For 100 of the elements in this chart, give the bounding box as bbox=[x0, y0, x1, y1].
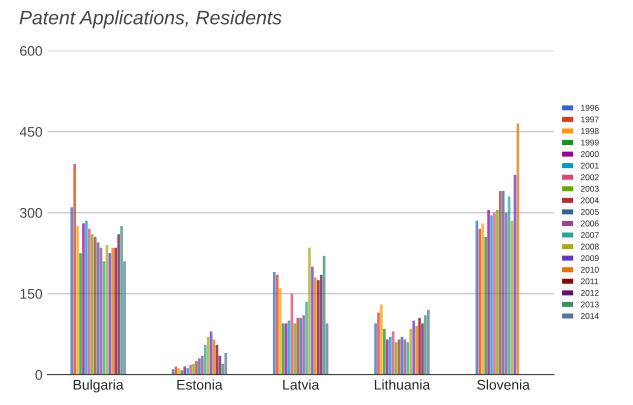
bar bbox=[82, 223, 85, 375]
bar bbox=[276, 274, 279, 375]
x-tick-label: Slovenia bbox=[477, 379, 530, 390]
bar bbox=[502, 191, 505, 375]
bar bbox=[76, 226, 79, 375]
bar bbox=[204, 344, 207, 375]
bar bbox=[484, 236, 487, 375]
bar bbox=[114, 248, 118, 375]
bar bbox=[510, 220, 514, 375]
bar bbox=[508, 196, 510, 375]
legend-label: 2000 bbox=[580, 151, 599, 158]
bar bbox=[90, 234, 94, 375]
legend-label: 2014 bbox=[580, 313, 599, 319]
y-tick-label: 300 bbox=[20, 208, 42, 218]
bar bbox=[487, 210, 490, 375]
bar bbox=[88, 228, 91, 375]
bar bbox=[409, 328, 412, 375]
bar bbox=[400, 336, 404, 375]
bar bbox=[282, 323, 284, 375]
bar bbox=[201, 356, 204, 375]
bar bbox=[478, 228, 482, 375]
bar bbox=[415, 326, 418, 375]
legend-label: 1999 bbox=[581, 140, 599, 146]
bar bbox=[424, 315, 427, 375]
bar bbox=[195, 361, 198, 375]
legend-label: 2011 bbox=[580, 278, 598, 284]
bar bbox=[308, 248, 311, 375]
bar bbox=[496, 210, 499, 375]
bar bbox=[316, 280, 320, 375]
legend-label: 2010 bbox=[580, 266, 599, 273]
bar bbox=[120, 226, 123, 375]
bar bbox=[192, 364, 195, 375]
bar bbox=[111, 248, 114, 375]
bar bbox=[305, 302, 308, 375]
legend-label: 2012 bbox=[580, 290, 599, 296]
bar bbox=[296, 318, 300, 375]
x-tick-label: Lithuania bbox=[374, 379, 430, 390]
bar bbox=[326, 323, 328, 375]
bar bbox=[302, 315, 305, 375]
y-tick-label: 150 bbox=[20, 288, 42, 299]
bar bbox=[210, 331, 212, 375]
bar bbox=[374, 323, 377, 375]
bar bbox=[290, 294, 294, 375]
x-tick-label: Estonia bbox=[177, 379, 223, 390]
bar bbox=[377, 312, 380, 375]
bar bbox=[70, 207, 74, 375]
bar bbox=[206, 336, 210, 375]
bar bbox=[85, 220, 88, 375]
x-tick-label: Latvia bbox=[283, 379, 320, 390]
bar bbox=[284, 323, 288, 375]
bar bbox=[481, 223, 484, 375]
bar bbox=[418, 318, 421, 375]
bar bbox=[380, 304, 383, 375]
bar bbox=[320, 274, 323, 375]
bar bbox=[108, 253, 112, 375]
bar bbox=[117, 234, 120, 375]
bar bbox=[218, 356, 222, 375]
legend-label: 1997 bbox=[581, 116, 599, 122]
bar bbox=[421, 323, 424, 375]
y-tick-label: 0 bbox=[35, 370, 42, 380]
legend-label: 2009 bbox=[580, 255, 599, 262]
bar bbox=[174, 366, 178, 375]
bar bbox=[311, 266, 314, 375]
legend-label: 2003 bbox=[580, 186, 599, 192]
y-tick-label: 600 bbox=[20, 46, 42, 56]
bar bbox=[383, 328, 386, 375]
bar bbox=[79, 253, 82, 375]
bar bbox=[299, 318, 302, 375]
bar bbox=[322, 256, 326, 375]
bar bbox=[272, 272, 276, 375]
legend-label: 2002 bbox=[580, 174, 599, 180]
legend-label: 2013 bbox=[580, 301, 599, 308]
bar bbox=[94, 236, 97, 375]
bar bbox=[427, 310, 430, 375]
bar bbox=[288, 320, 290, 375]
bar bbox=[73, 164, 76, 375]
bar bbox=[398, 340, 400, 375]
bar bbox=[498, 191, 502, 375]
bar bbox=[476, 220, 478, 375]
bar bbox=[514, 174, 516, 375]
bar bbox=[392, 331, 394, 375]
bar bbox=[404, 340, 406, 375]
legend-label: 2006 bbox=[580, 220, 599, 226]
bar bbox=[172, 369, 174, 375]
legend-label: 1998 bbox=[581, 128, 599, 134]
y-tick-label: 450 bbox=[20, 126, 42, 137]
chart-title: Patent Applications, Residents bbox=[20, 10, 282, 28]
bar bbox=[394, 342, 398, 375]
bar bbox=[412, 320, 415, 375]
bar bbox=[386, 340, 389, 375]
legend-label: 2008 bbox=[580, 244, 599, 250]
bar bbox=[490, 215, 493, 375]
legend-label: 2007 bbox=[580, 232, 599, 238]
x-tick-label: Bulgaria bbox=[74, 379, 124, 392]
bar bbox=[504, 212, 508, 375]
bar bbox=[293, 323, 296, 375]
bar bbox=[493, 212, 496, 375]
bar bbox=[516, 124, 520, 375]
bar bbox=[224, 353, 228, 375]
bar bbox=[388, 336, 392, 375]
